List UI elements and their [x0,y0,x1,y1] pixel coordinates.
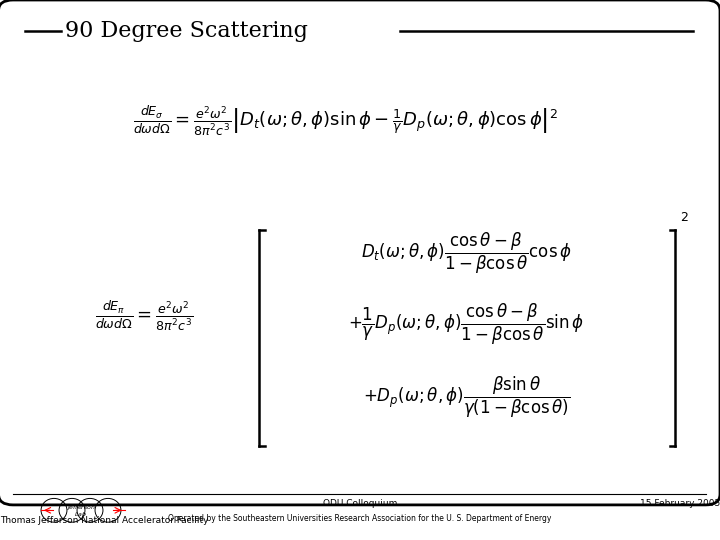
Text: $+\dfrac{1}{\gamma}D_p(\omega;\theta,\phi)\dfrac{\cos\theta - \beta}{1 - \beta\c: $+\dfrac{1}{\gamma}D_p(\omega;\theta,\ph… [348,301,585,347]
Text: Thomas Jefferson National Accelerator Facility: Thomas Jefferson National Accelerator Fa… [0,516,209,525]
Text: $\frac{dE_{\sigma}}{d\omega d\Omega} = \frac{e^2\omega^2}{8\pi^2 c^3}\left|D_t(\: $\frac{dE_{\sigma}}{d\omega d\Omega} = \… [133,105,558,138]
Text: $\mathit{Lab}$: $\mathit{Lab}$ [74,510,87,518]
Text: ODU Colloquium: ODU Colloquium [323,499,397,508]
Text: $2$: $2$ [680,211,689,224]
Text: $\frac{dE_{\pi}}{d\omega d\Omega} = \frac{e^2\omega^2}{8\pi^2 c^3}$: $\frac{dE_{\pi}}{d\omega d\Omega} = \fra… [95,299,193,333]
Text: 15 February 2005: 15 February 2005 [640,499,720,508]
Text: 90 Degree Scattering: 90 Degree Scattering [65,21,307,42]
Text: $+D_p(\omega;\theta,\phi)\dfrac{\beta\sin\theta}{\gamma(1 - \beta\cos\theta)}$: $+D_p(\omega;\theta,\phi)\dfrac{\beta\si… [363,374,570,420]
Text: $\mathit{Jefferson}$: $\mathit{Jefferson}$ [66,503,96,511]
FancyBboxPatch shape [0,0,720,505]
Text: Operated by the Southeastern Universities Research Association for the U. S. Dep: Operated by the Southeastern Universitie… [168,514,552,523]
Text: $D_t(\omega;\theta,\phi)\dfrac{\cos\theta - \beta}{1 - \beta\cos\theta}\cos\phi$: $D_t(\omega;\theta,\phi)\dfrac{\cos\thet… [361,231,572,276]
